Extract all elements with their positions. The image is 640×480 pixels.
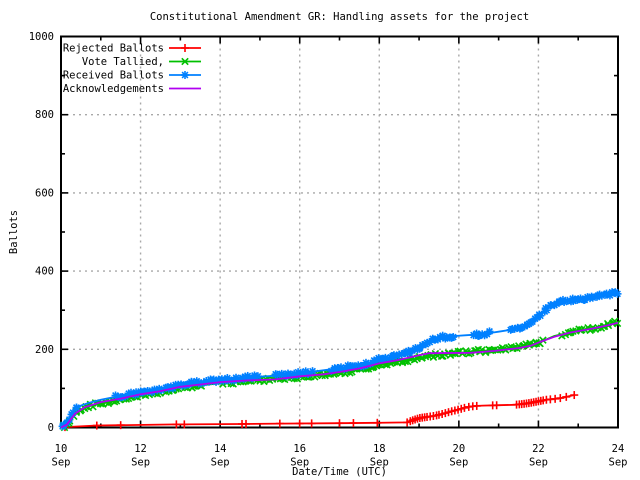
x-tick-label-month: Sep [52,457,71,469]
y-tick-label: 1000 [29,31,54,43]
legend-label: Vote Tallied, [82,56,164,68]
x-tick-label-day: 12 [134,443,147,455]
x-tick-label-month: Sep [211,457,230,469]
x-tick-label-day: 14 [214,443,227,455]
x-tick-label-month: Sep [290,457,309,469]
x-tick-label-month: Sep [449,457,468,469]
legend-label: Acknowledgements [63,83,164,95]
x-tick-label-month: Sep [529,457,548,469]
x-tick-label-day: 20 [453,443,466,455]
x-tick-label-month: Sep [609,457,628,469]
x-tick-label-day: 22 [532,443,545,455]
x-tick-label-day: 10 [55,443,68,455]
chart-title: Constitutional Amendment GR: Handling as… [149,11,530,23]
series-received-ballots [58,288,622,431]
series-rejected-ballots [60,391,579,432]
y-tick-label: 800 [35,109,54,121]
x-tick-label-day: 24 [612,443,625,455]
y-tick-label: 400 [35,266,54,278]
legend-label: Rejected Ballots [63,43,164,55]
x-tick-label-day: 18 [373,443,386,455]
legend-label: Received Ballots [63,70,164,82]
x-axis-label: Date/Time (UTC) [292,466,387,478]
x-tick-label-month: Sep [370,457,389,469]
y-tick-label: 200 [35,344,54,356]
plot-border [60,35,619,429]
axis-tick-labels: 0 200 400 600 800 1000 10 Sep 12 Sep 14 Sep 16 Sep 18 S… [29,31,628,469]
x-tick-label-month: Sep [131,457,150,469]
series-vote-tallied [59,317,622,432]
x-tick-label-day: 16 [293,443,306,455]
y-tick-label: 0 [48,422,54,434]
series-acknowledgements [60,321,619,429]
y-tick-label: 600 [35,187,54,199]
